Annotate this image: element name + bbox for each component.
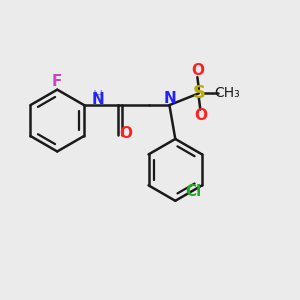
Text: O: O — [120, 126, 133, 141]
Text: O: O — [191, 63, 204, 78]
Text: Cl: Cl — [185, 184, 201, 199]
Text: N: N — [92, 92, 104, 107]
Text: F: F — [52, 74, 62, 89]
Text: N: N — [164, 91, 176, 106]
Text: CH₃: CH₃ — [214, 86, 240, 100]
Text: O: O — [194, 109, 207, 124]
Text: H: H — [93, 89, 103, 103]
Text: S: S — [192, 84, 206, 102]
